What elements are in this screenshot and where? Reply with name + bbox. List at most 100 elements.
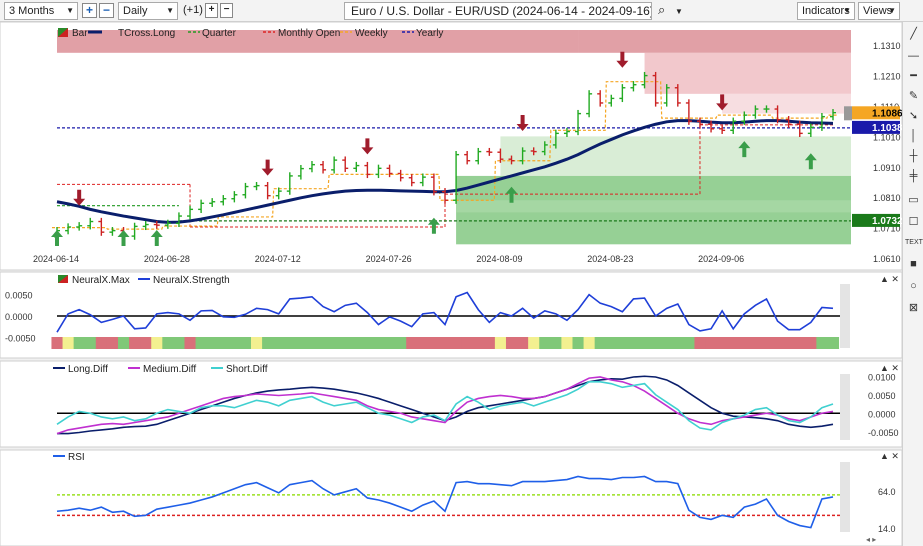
price-bar (231, 191, 238, 203)
buy-signal-arrow (117, 230, 130, 246)
price-bar (353, 161, 360, 172)
views-label: Views (863, 5, 893, 17)
collapse-icon: ▲ ✕ (880, 363, 899, 373)
date-tick-label: 2024-07-12 (255, 254, 301, 264)
fibonacci-tool-icon[interactable]: ╪ (909, 170, 918, 182)
neural-max-cell (339, 337, 352, 349)
neural-max-cell (450, 337, 463, 349)
neural-max-cell (251, 337, 263, 349)
search-icon[interactable]: ⌕ (658, 2, 666, 17)
price-bar (220, 195, 227, 206)
resistance-zone-top-left (57, 30, 579, 53)
neural-max-cell (195, 337, 208, 349)
price-bar (663, 84, 670, 107)
chevron-down-icon[interactable]: ▼ (675, 7, 683, 16)
neural-max-cell (661, 337, 673, 349)
bar-legend-icon-red (58, 28, 68, 37)
horizontal-line-tool-icon[interactable]: — (908, 50, 919, 62)
chevron-down-icon: ▼ (843, 6, 851, 15)
indicators-button[interactable]: Indicators ▼ (797, 2, 855, 20)
price-bar (397, 169, 404, 182)
price-bar (275, 187, 282, 200)
main-legend-label: Bar (72, 28, 88, 39)
comment-tool-icon[interactable]: ▭ (908, 194, 919, 206)
quarter-label: 1.0732 (872, 216, 902, 227)
sell-signal-arrow (361, 138, 374, 155)
step-plus-button[interactable]: + (205, 3, 218, 18)
interval-select[interactable]: Daily ▼ (118, 2, 178, 20)
price-bar (320, 161, 327, 174)
price-tick-label: 1.0610 (873, 254, 901, 264)
price-tick-label: 1.1210 (873, 72, 901, 82)
price-bar (586, 90, 593, 118)
neural-max-cell (550, 337, 562, 349)
arrow-tool-icon[interactable]: ➘ (908, 110, 919, 122)
text-tool-icon[interactable]: TEXT (905, 239, 923, 246)
date-tick-label: 2024-08-23 (587, 254, 633, 264)
neural-max-cell (705, 337, 718, 349)
buy-signal-arrow (150, 230, 163, 246)
collapse-icon: ▲ ✕ (880, 274, 899, 284)
neural-max-cell (816, 337, 828, 349)
rsi-tick-label: 14.0 (878, 524, 896, 534)
neural-max-cell (583, 337, 596, 349)
neural-max-cell (783, 337, 795, 349)
neural-max-cell (217, 337, 230, 349)
neural-max-cell (84, 337, 97, 349)
price-bar (419, 173, 426, 187)
sell-signal-arrow (716, 94, 729, 111)
neural-max-cell (605, 337, 618, 349)
short-diff-line (56, 381, 834, 431)
vertical-line-tool-icon[interactable]: │ (910, 130, 917, 142)
range-select[interactable]: 3 Months ▼ (4, 2, 78, 20)
step-minus-button[interactable]: − (220, 3, 233, 18)
price-bar (98, 217, 105, 236)
trendline-tool-icon[interactable]: ╱ (910, 28, 917, 40)
cross-tool-icon[interactable]: ┼ (909, 150, 918, 162)
pencil-tool-icon[interactable]: ✎ (908, 90, 919, 102)
neural-max-cell (384, 337, 396, 349)
buy-signal-arrow (505, 186, 518, 203)
price-bar (652, 71, 659, 107)
zoom-out-button[interactable]: − (99, 3, 114, 18)
price-bar (308, 161, 315, 173)
symbol-title-field[interactable]: Euro / U.S. Dollar - EUR/USD (2024-06-14… (344, 2, 652, 20)
hline-tool-icon[interactable]: ━ (910, 70, 917, 82)
diff-legend-label: Short.Diff (226, 364, 268, 375)
toolbar: 3 Months ▼ + − Daily ▼ (+1) + − Euro / U.S… (0, 0, 923, 22)
price-bar (131, 222, 138, 240)
yearly-label: 1.1038 (872, 123, 902, 134)
circle-tool-icon[interactable]: ○ (910, 280, 917, 292)
price-bar (830, 109, 836, 121)
price-bar (386, 164, 393, 178)
neural-max-cell (140, 337, 152, 349)
square-tool-icon[interactable]: ■ (910, 258, 917, 270)
price-bar (741, 111, 748, 125)
rsi-line (56, 475, 834, 529)
price-bar (286, 172, 293, 195)
neural-max-cell (428, 337, 440, 349)
price-tick-label: 1.0710 (873, 224, 901, 234)
price-bar (375, 164, 382, 179)
zoom-in-button[interactable]: + (82, 3, 97, 18)
price-bar (508, 155, 515, 165)
last-price-label: 1.1086 (872, 108, 902, 119)
rectangle-tool-icon[interactable]: ☐ (908, 216, 919, 228)
delete-tool-icon[interactable]: ⊠ (908, 302, 919, 314)
neural-max-cell (372, 337, 385, 349)
views-button[interactable]: Views ▼ (858, 2, 900, 20)
price-bar (87, 217, 94, 230)
neural-max-cell (295, 337, 307, 349)
neural-strength-line (56, 291, 834, 333)
main-legend-label: Weekly (355, 28, 388, 39)
neural-max-cell (184, 337, 197, 349)
scroll-arrows[interactable]: ◂ ▸ (866, 535, 877, 544)
neural-max-cell (129, 337, 141, 349)
neural-max-cell (749, 337, 762, 349)
neural-max-cell (616, 337, 629, 349)
range-value: 3 Months (9, 5, 55, 17)
neural-max-cell (306, 337, 319, 349)
price-bar (807, 123, 814, 138)
interval-value: Daily (123, 5, 148, 17)
neural-tick-label: 0.0050 (5, 291, 33, 301)
